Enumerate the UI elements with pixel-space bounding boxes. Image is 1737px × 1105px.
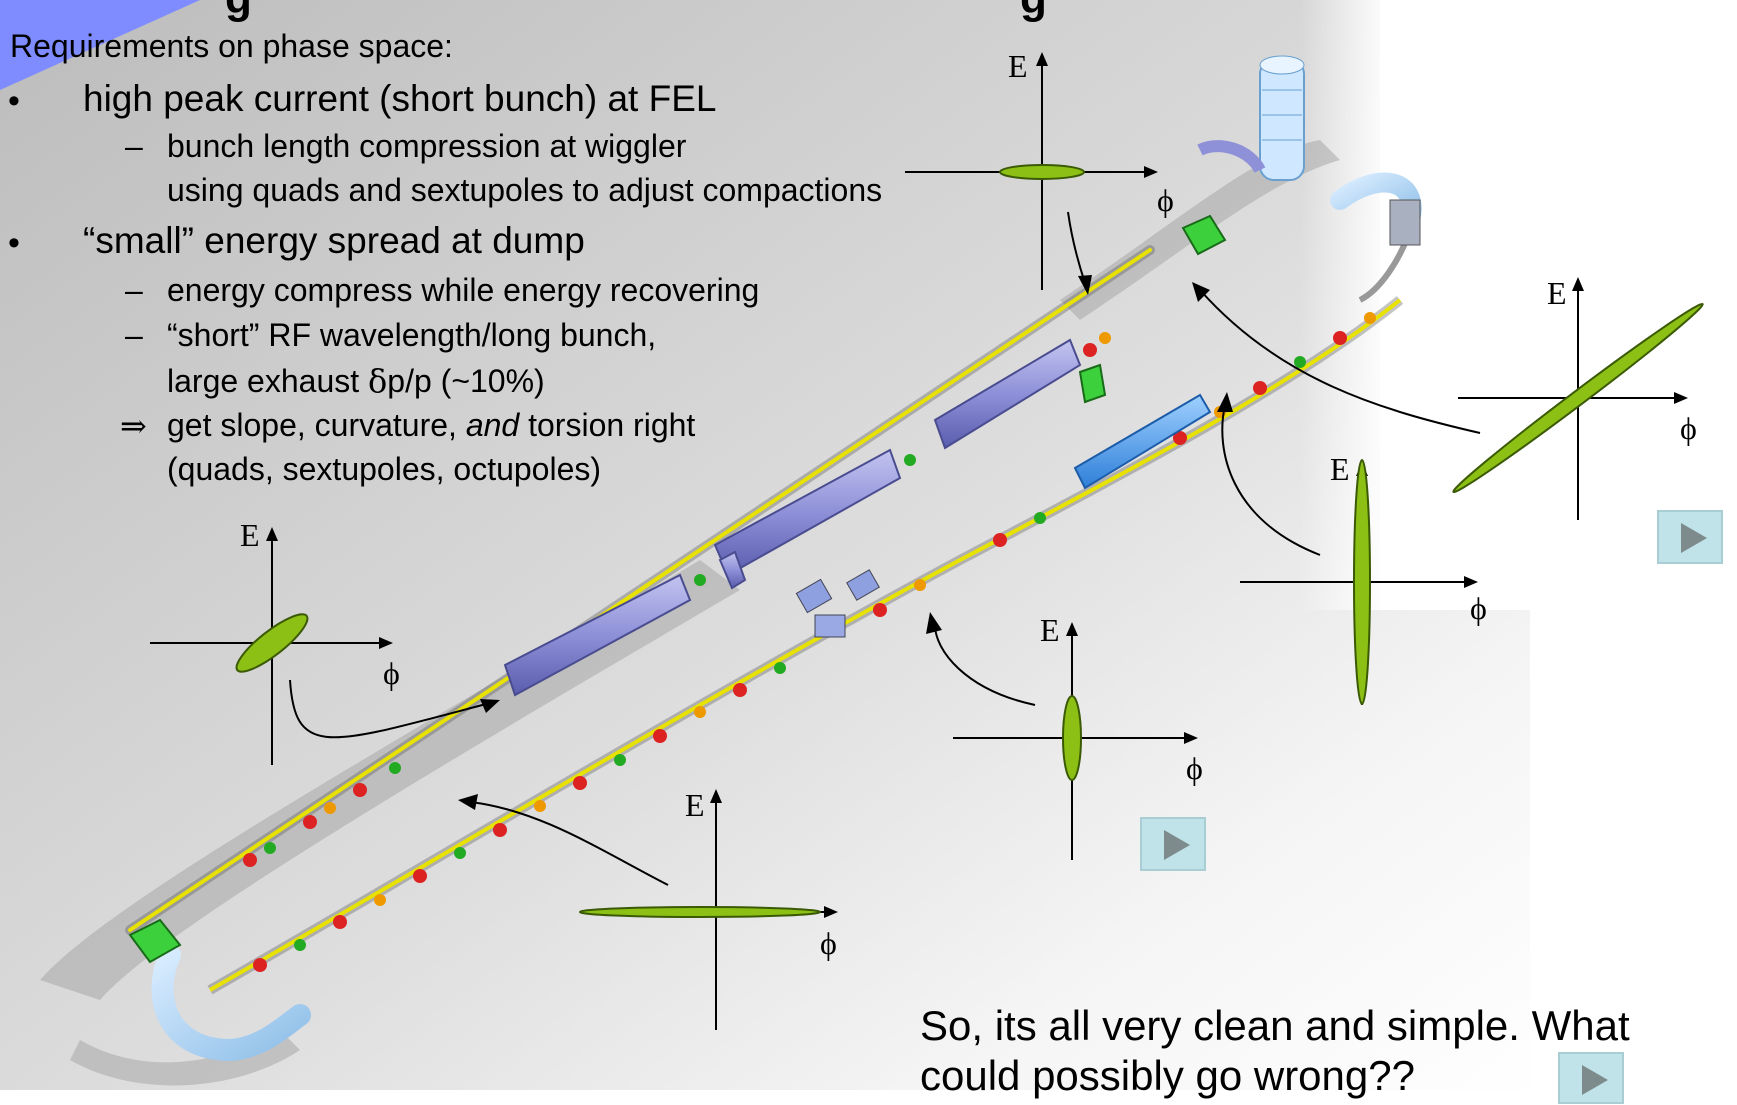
implies-text-1: get slope, curvature (167, 407, 449, 443)
bullet-2-marker: • (8, 224, 20, 262)
bottom-plot-phi-label: ϕ (820, 925, 837, 961)
ellipse-bottom (579, 906, 821, 918)
bullet-2-sub-2-marker: – (125, 317, 143, 353)
mid-plot-phi-label: ϕ (1186, 750, 1203, 786)
left-plot-e-label: E (240, 517, 260, 553)
bullet-2-sub-2-line-1: “short” RF wavelength/long bunch, (167, 317, 657, 353)
arrow-from-bottom-plot (469, 801, 669, 886)
implies-line-2: (quads, sextupoles, octupoles) (167, 451, 602, 487)
ellipse-left (235, 613, 309, 673)
closing-line-2: could possibly go wrong?? (920, 1052, 1415, 1099)
wiggler (1073, 393, 1212, 490)
implies-marker: ⇒ (120, 407, 147, 445)
ellipse-top (999, 164, 1085, 180)
title-fragment-right: g (1020, 0, 1047, 24)
right-plot-phi-label: ϕ (1680, 410, 1697, 446)
title-fragment-left: g (225, 0, 252, 24)
exhaust-prefix: large exhaust (167, 363, 369, 399)
header-accent (0, 0, 200, 90)
play-icon (1582, 1065, 1608, 1095)
tall-plot-phi-label: ϕ (1470, 590, 1487, 626)
play-button-right[interactable] (1657, 510, 1723, 564)
implies-text-2: , (448, 407, 466, 443)
right-plot-e-label: E (1547, 275, 1567, 311)
requirements-heading: Requirements on phase space: (10, 28, 453, 64)
implies-line-1: get slope, curvature, and torsion right (167, 407, 695, 444)
right-white-area (1380, 0, 1737, 610)
return-beamline (207, 296, 1404, 995)
arrow-to-linac-entrance (289, 679, 491, 739)
beam-dumps (128, 214, 1227, 964)
right-fade (1300, 0, 1390, 610)
injector (1197, 55, 1421, 246)
linac-beamline (125, 245, 1155, 935)
ellipse-right (1452, 302, 1704, 494)
top-plot-phi-label: ϕ (1157, 182, 1174, 218)
bullet-2-text: “small” energy spread at dump (83, 220, 585, 261)
bottom-strip (0, 1090, 1737, 1105)
arrow-from-right-plot (1199, 289, 1481, 434)
top-plot-e-label: E (1008, 48, 1028, 84)
bullet-1-sub-1-line-2: using quads and sextupoles to adjust com… (167, 172, 883, 208)
exhaust-suffix: p/p (~10%) (387, 363, 545, 399)
arrow-from-mid-plot (934, 624, 1036, 706)
bullet-1-sub-1-marker: – (125, 128, 143, 164)
delta-symbol: δ (368, 362, 388, 400)
play-icon (1164, 830, 1190, 860)
phase-space-ellipses (235, 164, 1704, 918)
bullet-1-text: high peak current (short bunch) at FEL (83, 78, 717, 119)
bullet-1-sub-1-line-1: bunch length compression at wiggler (167, 128, 687, 164)
bullet-2-sub-2-line-2: large exhaust δp/p (~10%) (167, 362, 545, 400)
implies-and: and (465, 407, 520, 443)
implies-text-3: torsion right (519, 407, 696, 443)
bullet-2-sub-1-text: energy compress while energy recovering (167, 272, 760, 308)
play-icon (1681, 523, 1707, 553)
ellipse-tall (1353, 459, 1371, 705)
arrow-from-tall-plot (1221, 404, 1321, 556)
bullet-1-marker: • (8, 82, 20, 120)
play-button-middle[interactable] (1140, 817, 1206, 871)
ellipse-mid (1062, 695, 1082, 781)
annotation-arrowheads (458, 275, 1233, 810)
bottom-plot-e-label: E (685, 787, 705, 823)
play-button-bottom[interactable] (1558, 1052, 1624, 1104)
closing-line-1: So, its all very clean and simple. What (920, 1002, 1630, 1049)
tall-plot-e-label: E (1330, 451, 1350, 487)
left-plot-phi-label: ϕ (383, 655, 400, 691)
bullet-2-sub-1-marker: – (125, 272, 143, 308)
mid-plot-e-label: E (1040, 612, 1060, 648)
